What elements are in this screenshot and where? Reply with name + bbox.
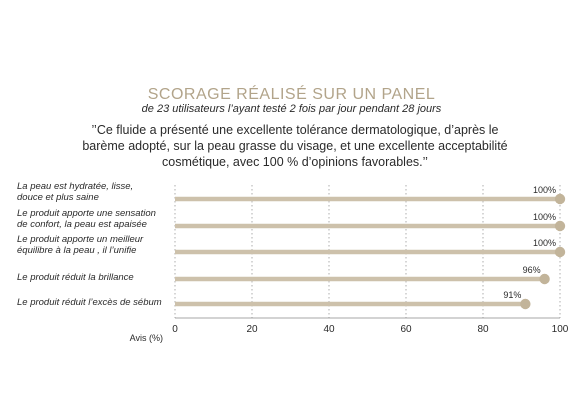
chart-title: SCORAGE RÉALISÉ SUR UN PANEL <box>147 86 436 103</box>
bar-end-dot <box>520 298 531 310</box>
x-tick-label: 0 <box>172 324 178 335</box>
quote-text: ’’Ce fluide a présenté une excellente to… <box>82 123 508 169</box>
category-label: de confort, la peau est apaisée <box>17 219 147 230</box>
category-label: Le produit apporte une sensation <box>17 208 156 219</box>
bar-end-dot <box>554 193 566 205</box>
value-label: 91% <box>503 290 521 300</box>
bar-end-dot <box>554 220 566 232</box>
value-label: 100% <box>533 212 556 222</box>
category-label: Le produit réduit l’excès de sébum <box>17 297 162 308</box>
chart-subtitle: de 23 utilisateurs l’ayant testé 2 fois … <box>141 103 442 115</box>
bar-end-dot <box>539 273 550 285</box>
category-label: équilibre à la peau , il l’unifie <box>17 245 136 256</box>
x-axis-label: Avis (%) <box>130 333 163 343</box>
bar-end-dot <box>554 246 566 258</box>
category-label: Le produit apporte un meilleur <box>17 234 144 245</box>
x-tick-label: 80 <box>477 324 489 335</box>
value-label: 100% <box>533 185 556 195</box>
x-tick-label: 60 <box>400 324 412 335</box>
x-tick-label: 40 <box>323 324 335 335</box>
category-label: Le produit réduit la brillance <box>17 272 134 283</box>
x-tick-label: 20 <box>246 324 258 335</box>
category-label: douce et plus saine <box>17 192 99 203</box>
value-label: 100% <box>533 238 556 248</box>
x-tick-label: 100 <box>552 324 569 335</box>
value-label: 96% <box>523 265 541 275</box>
category-label: La peau est hydratée, lisse, <box>17 181 133 192</box>
